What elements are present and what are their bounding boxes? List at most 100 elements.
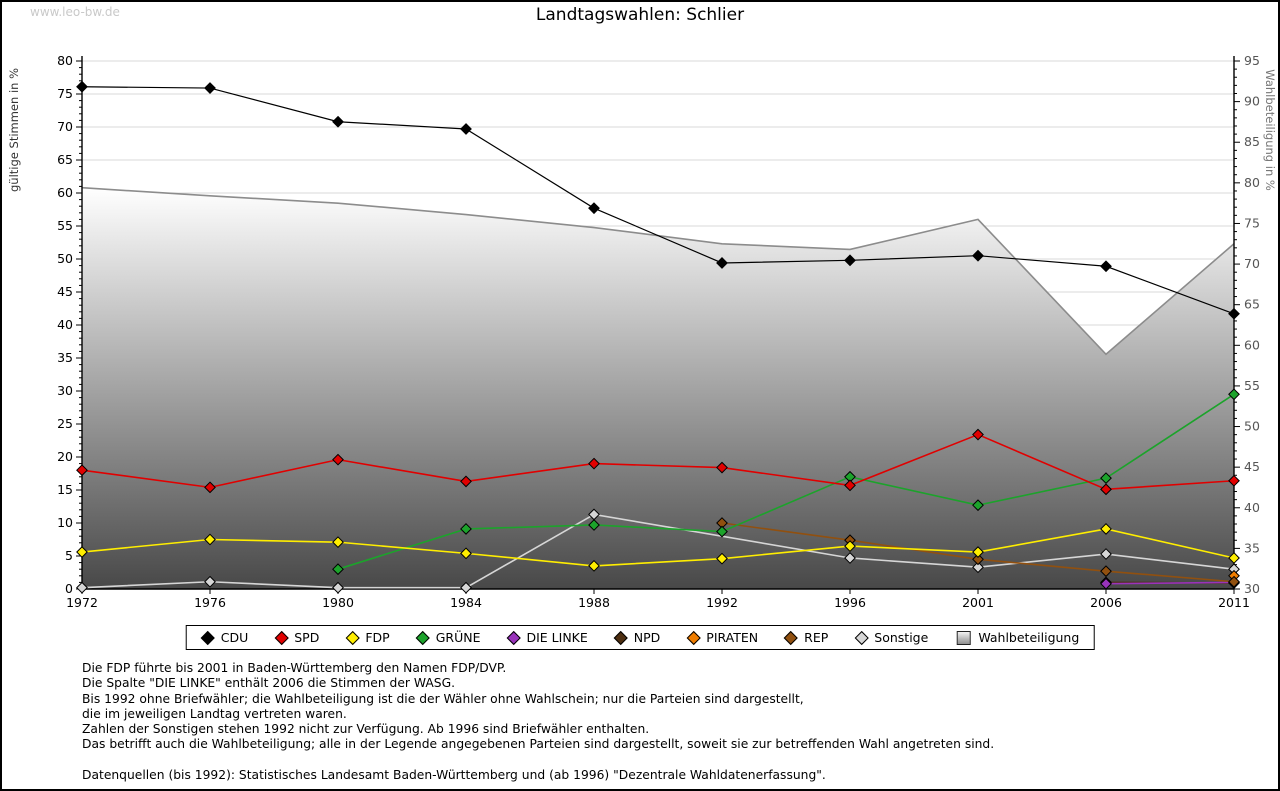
y-axis-left-tick-label: 60 bbox=[57, 185, 73, 200]
legend-label: PIRATEN bbox=[706, 630, 759, 645]
data-point-rep bbox=[1100, 565, 1112, 578]
y-axis-left-tick-label: 0 bbox=[65, 581, 73, 596]
y-axis-left-tick-label: 55 bbox=[57, 218, 73, 233]
y-axis-left-tick-label: 35 bbox=[57, 350, 73, 365]
note-line: Die FDP führte bis 2001 in Baden-Württem… bbox=[82, 661, 507, 675]
y-axis-left-tick-label: 80 bbox=[57, 53, 73, 68]
legend-label: FDP bbox=[365, 630, 390, 645]
note-line: Die Spalte "DIE LINKE" enthält 2006 die … bbox=[82, 676, 456, 691]
legend-item-grüne: GRÜNE bbox=[415, 630, 480, 645]
y-axis-left-tick-label: 70 bbox=[57, 119, 73, 134]
legend-square-icon bbox=[956, 630, 971, 645]
y-axis-right-tick-label: 45 bbox=[1244, 459, 1260, 474]
x-axis-tick-label: 1996 bbox=[834, 595, 866, 610]
y-axis-left-tick-label: 25 bbox=[57, 416, 73, 431]
data-point-spd bbox=[460, 475, 472, 488]
y-axis-left-tick-label: 50 bbox=[57, 251, 73, 266]
y-axis-left-title: gültige Stimmen in % bbox=[7, 68, 21, 192]
data-point-spd bbox=[1100, 483, 1112, 496]
x-axis-tick-label: 1980 bbox=[322, 595, 354, 610]
data-point-die-linke bbox=[1100, 577, 1112, 590]
x-axis-tick-label: 2001 bbox=[962, 595, 994, 610]
legend-item-rep: REP bbox=[784, 630, 828, 645]
data-point-fdp bbox=[460, 547, 472, 560]
chart-canvas: 0 5 10 15 20 25 30 35 40 45 50 55 60 65 70 75 80 30 35 40 45… bbox=[7, 53, 1277, 610]
y-axis-right-tick-label: 80 bbox=[1244, 175, 1260, 190]
legend-item-cdu: CDU bbox=[200, 630, 248, 645]
data-point-fdp bbox=[1228, 552, 1240, 564]
data-point-grüne bbox=[972, 499, 984, 512]
legend-label: Wahlbeteiligung bbox=[978, 630, 1080, 645]
y-axis-left-tick-label: 40 bbox=[57, 317, 73, 332]
y-axis-right-tick-label: 90 bbox=[1244, 94, 1260, 109]
legend-diamond-icon bbox=[415, 630, 430, 645]
data-point-grüne bbox=[716, 525, 728, 538]
series-line-grüne bbox=[337, 393, 1235, 570]
y-axis-right-tick-label: 40 bbox=[1244, 500, 1260, 515]
y-axis-left-tick-label: 10 bbox=[57, 515, 73, 530]
x-axis-tick-label: 2011 bbox=[1218, 595, 1250, 610]
y-axis-left-tick-label: 15 bbox=[57, 482, 73, 497]
data-point-spd bbox=[972, 428, 984, 441]
y-axis-left-tick-label: 45 bbox=[57, 284, 73, 299]
data-point-rep bbox=[972, 553, 984, 566]
data-point-fdp bbox=[844, 540, 856, 553]
axes bbox=[81, 56, 1235, 590]
y-axis-right-tick-label: 60 bbox=[1244, 337, 1260, 352]
y-axis-right-tick-label: 65 bbox=[1244, 297, 1260, 312]
legend-item-piraten: PIRATEN bbox=[686, 630, 758, 645]
series-line-fdp bbox=[81, 528, 1235, 567]
data-point-cdu bbox=[588, 202, 600, 215]
y-axis-right-tick-label: 30 bbox=[1244, 581, 1260, 596]
data-point-sonstige bbox=[332, 581, 344, 594]
data-point-fdp bbox=[76, 546, 88, 558]
series-line-die-linke bbox=[1105, 581, 1235, 585]
legend-diamond-icon bbox=[854, 630, 869, 645]
legend-item-wahlbeteiligung: Wahlbeteiligung bbox=[954, 630, 1079, 645]
y-axis-right-tick-label: 95 bbox=[1244, 53, 1260, 68]
data-point-cdu bbox=[460, 123, 472, 135]
watermark: www.leo-bw.de bbox=[30, 5, 120, 19]
data-point-cdu bbox=[1228, 307, 1240, 320]
data-point-sonstige bbox=[972, 561, 984, 574]
y-axis-right-title: Wahlbeteiligung in % bbox=[1263, 69, 1277, 191]
legend-label: Sonstige bbox=[874, 630, 929, 645]
data-point-grüne bbox=[588, 519, 600, 531]
legend-diamond-icon bbox=[784, 630, 799, 645]
data-point-fdp bbox=[972, 546, 984, 558]
y-axis-right-tick-label: 50 bbox=[1244, 419, 1260, 434]
note-line: Bis 1992 ohne Briefwähler; die Wahlbetei… bbox=[82, 691, 804, 706]
legend-item-fdp: FDP bbox=[345, 630, 390, 645]
y-axis-right-tick-label: 85 bbox=[1244, 134, 1260, 149]
data-point-cdu bbox=[1100, 260, 1112, 273]
data-source-line: Datenquellen (bis 1992): Statistisches L… bbox=[82, 767, 826, 782]
data-point-sonstige bbox=[76, 581, 88, 594]
y-axis-right-tick-label: 70 bbox=[1244, 256, 1260, 271]
data-point-cdu bbox=[204, 82, 216, 94]
data-point-sonstige bbox=[1100, 548, 1112, 560]
data-point-spd bbox=[76, 464, 88, 477]
x-axis-tick-label: 1992 bbox=[706, 595, 738, 610]
legend-label: DIE LINKE bbox=[526, 630, 588, 645]
series-line-cdu bbox=[81, 86, 1235, 315]
data-point-fdp bbox=[332, 536, 344, 549]
data-point-cdu bbox=[332, 115, 344, 128]
data-point-grüne bbox=[332, 563, 344, 576]
data-point-spd bbox=[332, 453, 344, 466]
series-line-spd bbox=[81, 433, 1235, 491]
x-axis-tick-label: 1984 bbox=[450, 595, 482, 610]
data-point-fdp bbox=[1100, 523, 1112, 535]
data-point-fdp bbox=[716, 552, 728, 565]
legend-diamond-icon bbox=[613, 630, 628, 645]
page-title: Landtagswahlen: Schlier bbox=[535, 5, 745, 25]
data-point-spd bbox=[716, 461, 728, 474]
data-point-spd bbox=[588, 457, 600, 470]
note-line: Das betrifft auch die Wahlbeteiligung; a… bbox=[82, 737, 995, 752]
legend: CDU SPD FDP GRÜNE DIE LINKE NPD PIRATEN REP Sons… bbox=[185, 625, 1095, 650]
y-axis-right-tick-label: 35 bbox=[1244, 540, 1260, 555]
data-point-cdu bbox=[972, 249, 984, 262]
data-point-sonstige bbox=[460, 581, 472, 594]
data-point-fdp bbox=[204, 533, 216, 546]
legend-item-sonstige: Sonstige bbox=[854, 630, 928, 645]
